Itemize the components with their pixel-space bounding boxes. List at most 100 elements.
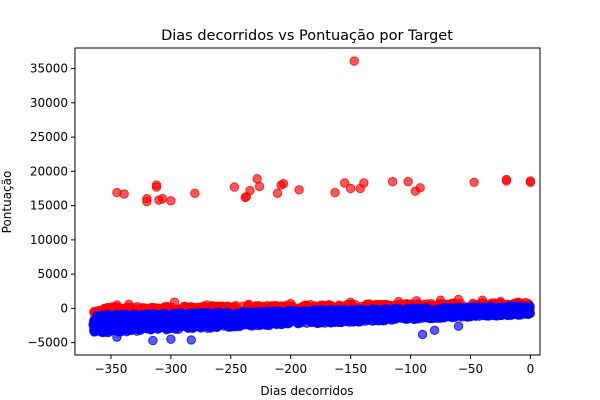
- x-tick-label: −150: [334, 362, 367, 376]
- blue-band-point: [124, 314, 135, 324]
- blue-band-point: [121, 326, 132, 337]
- blue-band-point: [250, 314, 261, 324]
- red-point: [112, 300, 122, 310]
- red-point: [166, 196, 176, 206]
- red-point: [349, 56, 359, 66]
- y-axis-label: Pontuação: [0, 171, 14, 234]
- y-tick-label: 5000: [37, 267, 68, 281]
- red-point: [330, 187, 340, 198]
- points-layer: [88, 56, 536, 346]
- blue-band-point: [158, 313, 168, 323]
- x-axis-label: Dias decorridos: [260, 384, 353, 398]
- y-tick-label: 15000: [30, 199, 68, 213]
- blue-band-point: [523, 309, 534, 319]
- blue-band-point: [229, 321, 239, 331]
- blue-band-point: [494, 304, 504, 315]
- red-point: [403, 176, 413, 187]
- blue-band-point: [260, 318, 271, 329]
- red-point: [469, 177, 479, 188]
- blue-band-point: [437, 309, 447, 320]
- x-tick-label: −350: [94, 362, 127, 376]
- blue-band-point: [238, 306, 249, 317]
- blue-band-point: [460, 306, 470, 316]
- red-point: [387, 176, 398, 187]
- blue-band-point: [359, 314, 370, 324]
- blue-band-point: [447, 312, 458, 323]
- blue-point: [166, 334, 176, 344]
- blue-band-point: [169, 309, 179, 320]
- blue-band-point: [171, 324, 181, 334]
- blue-band-point: [443, 304, 453, 315]
- blue-band-point: [515, 303, 525, 313]
- blue-band-point: [107, 323, 118, 333]
- red-point: [272, 188, 283, 198]
- x-tick-label: −300: [154, 362, 187, 376]
- blue-band-point: [380, 307, 391, 318]
- y-tick-label: −5000: [27, 336, 68, 350]
- red-point: [359, 178, 369, 188]
- red-point: [151, 180, 162, 190]
- blue-point: [417, 329, 428, 340]
- blue-point: [453, 321, 464, 331]
- blue-band-point: [90, 326, 100, 337]
- red-point: [229, 182, 240, 192]
- blue-point: [112, 332, 122, 342]
- blue-band-point: [141, 310, 151, 320]
- blue-band-point: [429, 312, 439, 323]
- blue-band-point: [369, 313, 379, 324]
- red-point: [142, 196, 152, 207]
- blue-band-point: [297, 306, 307, 317]
- blue-band-point: [325, 305, 336, 315]
- x-tick-label: −200: [274, 362, 307, 376]
- red-point: [525, 176, 536, 186]
- red-point: [245, 185, 255, 196]
- blue-band-point: [157, 322, 167, 333]
- x-tick-label: 0: [527, 362, 535, 376]
- blue-band-point: [476, 303, 487, 314]
- red-point: [157, 194, 168, 204]
- blue-band-point: [204, 310, 214, 320]
- red-point: [415, 183, 425, 193]
- x-tick-label: −250: [214, 362, 247, 376]
- chart-title: Dias decorridos vs Pontuação por Target: [161, 28, 453, 44]
- y-tick-label: 20000: [30, 164, 68, 178]
- red-point: [124, 299, 134, 309]
- red-point: [190, 188, 200, 198]
- blue-band-point: [390, 303, 401, 314]
- red-point: [345, 183, 356, 194]
- blue-band-point: [180, 320, 191, 330]
- x-tick-label: −50: [458, 362, 483, 376]
- blue-band-point: [136, 320, 146, 331]
- y-axis: −5000 0 5000 10000 15000 20000 25000 30000 35000: [27, 62, 75, 350]
- blue-band-point: [105, 314, 115, 324]
- blue-band-point: [346, 313, 356, 324]
- blue-band-point: [187, 313, 197, 323]
- y-tick-label: 25000: [30, 130, 68, 144]
- plot-frame: [74, 47, 541, 356]
- blue-band-point: [273, 317, 284, 327]
- blue-band-point: [355, 305, 366, 316]
- blue-band-point: [400, 313, 410, 324]
- blue-band-point: [287, 316, 297, 326]
- red-point: [254, 181, 265, 192]
- red-point: [294, 185, 304, 195]
- red-point: [339, 178, 350, 188]
- red-point: [244, 299, 254, 309]
- blue-band-point: [117, 309, 127, 320]
- x-tick-label: −100: [394, 362, 427, 376]
- blue-band-point: [198, 321, 209, 331]
- y-tick-label: 0: [60, 301, 68, 315]
- blue-band-point: [312, 317, 322, 327]
- blue-band-point: [207, 318, 218, 329]
- blue-point: [148, 335, 158, 346]
- blue-band-point: [92, 316, 102, 327]
- red-point: [453, 294, 464, 305]
- blue-point: [186, 335, 196, 345]
- blue-band-point: [411, 308, 422, 318]
- red-point: [501, 174, 512, 185]
- red-point: [119, 189, 129, 199]
- blue-band-point: [422, 304, 432, 314]
- red-point: [169, 297, 180, 307]
- y-tick-label: 35000: [30, 62, 68, 76]
